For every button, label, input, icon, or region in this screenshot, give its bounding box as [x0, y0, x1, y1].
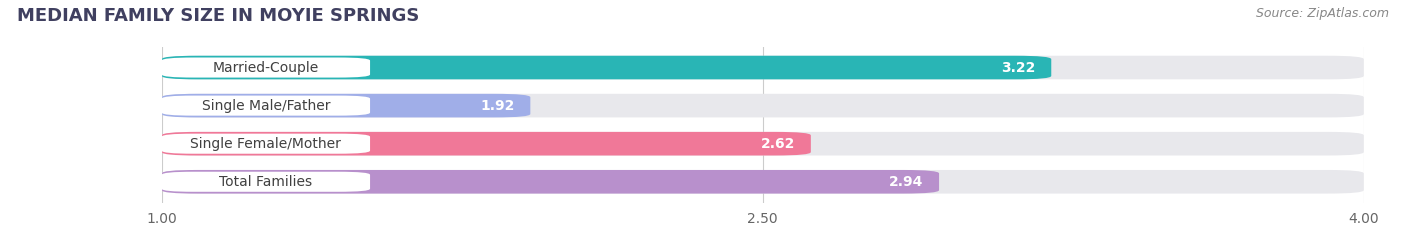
Text: Source: ZipAtlas.com: Source: ZipAtlas.com [1256, 7, 1389, 20]
Text: 2.94: 2.94 [889, 175, 922, 189]
Text: 3.22: 3.22 [1001, 61, 1035, 75]
FancyBboxPatch shape [162, 58, 370, 78]
FancyBboxPatch shape [162, 56, 1364, 79]
FancyBboxPatch shape [162, 94, 1364, 117]
FancyBboxPatch shape [162, 132, 811, 155]
FancyBboxPatch shape [162, 56, 1052, 79]
FancyBboxPatch shape [162, 134, 370, 154]
FancyBboxPatch shape [162, 132, 1364, 155]
Text: Married-Couple: Married-Couple [212, 61, 319, 75]
Text: Single Male/Father: Single Male/Father [201, 99, 330, 113]
FancyBboxPatch shape [162, 170, 1364, 194]
FancyBboxPatch shape [162, 172, 370, 192]
Text: Single Female/Mother: Single Female/Mother [190, 137, 342, 151]
FancyBboxPatch shape [162, 170, 939, 194]
FancyBboxPatch shape [162, 94, 530, 117]
Text: 2.62: 2.62 [761, 137, 794, 151]
Text: Total Families: Total Families [219, 175, 312, 189]
Text: MEDIAN FAMILY SIZE IN MOYIE SPRINGS: MEDIAN FAMILY SIZE IN MOYIE SPRINGS [17, 7, 419, 25]
FancyBboxPatch shape [162, 96, 370, 116]
Text: 1.92: 1.92 [479, 99, 515, 113]
